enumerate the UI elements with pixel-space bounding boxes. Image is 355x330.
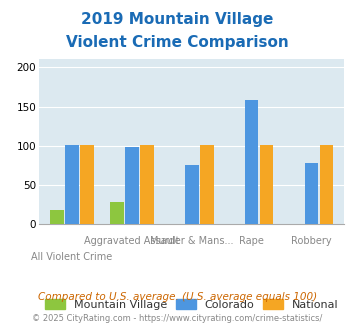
Bar	[50, 210, 64, 224]
Legend: Mountain Village, Colorado, National: Mountain Village, Colorado, National	[45, 299, 339, 310]
Text: Murder & Mans...: Murder & Mans...	[150, 236, 234, 246]
Text: Violent Crime Comparison: Violent Crime Comparison	[66, 35, 289, 50]
Bar	[80, 145, 94, 224]
Bar	[110, 202, 124, 224]
Text: © 2025 CityRating.com - https://www.cityrating.com/crime-statistics/: © 2025 CityRating.com - https://www.city…	[32, 314, 323, 323]
Text: Robbery: Robbery	[291, 236, 332, 246]
Bar	[65, 145, 79, 224]
Text: All Violent Crime: All Violent Crime	[31, 252, 113, 262]
Bar	[320, 145, 333, 224]
Bar	[260, 145, 273, 224]
Text: Aggravated Assault: Aggravated Assault	[84, 236, 180, 246]
Bar	[200, 145, 214, 224]
Bar	[140, 145, 154, 224]
Text: Rape: Rape	[239, 236, 264, 246]
Bar	[245, 100, 258, 224]
Bar	[125, 147, 139, 224]
Text: 2019 Mountain Village: 2019 Mountain Village	[81, 12, 274, 26]
Text: Compared to U.S. average. (U.S. average equals 100): Compared to U.S. average. (U.S. average …	[38, 292, 317, 302]
Bar	[305, 163, 318, 224]
Bar	[185, 165, 198, 224]
